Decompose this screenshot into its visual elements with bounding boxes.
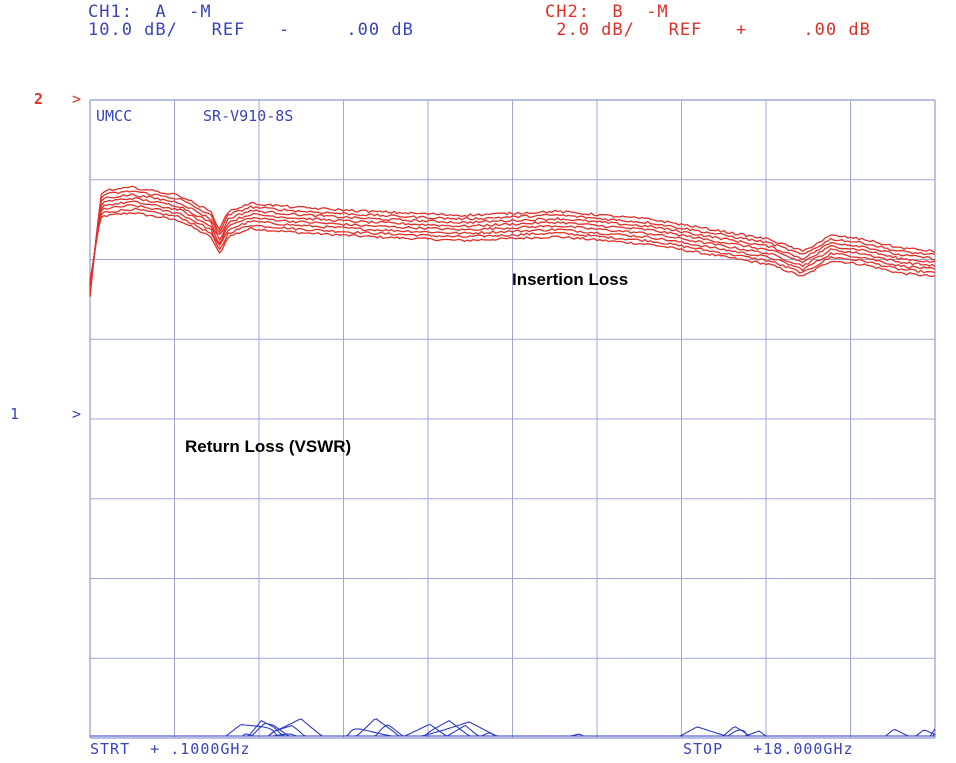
plot-traces [89,185,936,737]
ch1-ref-marker: > [72,405,82,423]
insertion-loss-trace [89,212,936,281]
return-loss-label: Return Loss (VSWR) [185,437,352,456]
insertion-loss-trace [89,207,936,283]
ch2-header-line2: 2.0 dB/ REF + .00 dB [545,20,871,40]
plot-grid [89,99,936,739]
insertion-loss-trace [89,197,936,290]
insertion-loss-trace [89,185,936,297]
ch2-header-line1: CH2: B -M [545,2,669,22]
ch1-header-line1: CH1: A -M [88,2,212,22]
insertion-loss-trace [89,192,936,294]
company-label: UMCC [96,107,132,125]
ch2-ref-number: 2 [34,90,44,108]
insertion-loss-trace [89,204,936,286]
insertion-loss-trace [89,200,936,287]
stop-frequency: STOP +18.000GHz [683,740,854,758]
model-label: SR-V910-8S [203,107,293,125]
ch1-ref-number: 1 [10,405,20,423]
insertion-loss-label: Insertion Loss [512,270,629,289]
start-frequency: STRT + .1000GHz [90,740,251,758]
insertion-loss-trace [89,190,936,295]
ch1-header-line2: 10.0 dB/ REF - .00 dB [88,20,414,40]
ch2-ref-marker: > [72,90,82,108]
